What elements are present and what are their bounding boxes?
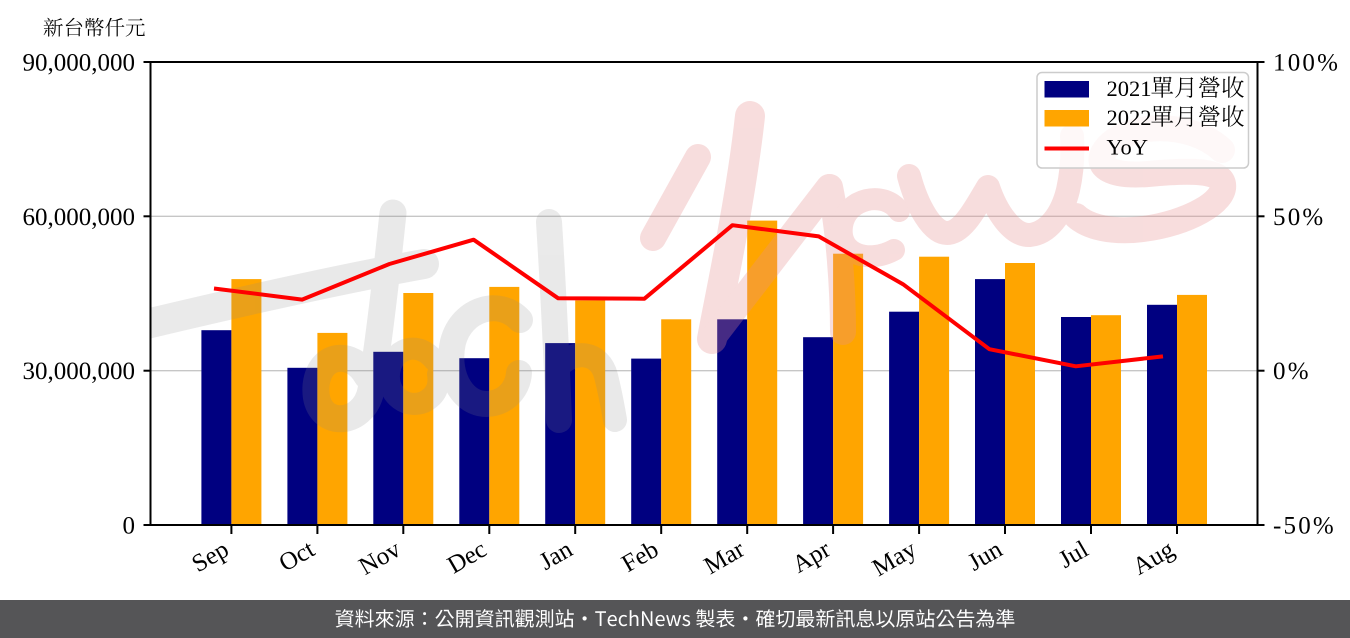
svg-text:-50%: -50% [1273,513,1336,540]
svg-text:90,000,000: 90,000,000 [23,50,136,77]
svg-text:30,000,000: 30,000,000 [23,358,136,385]
svg-text:2021: 2021 [1107,76,1152,101]
svg-text:Mar: Mar [700,535,750,580]
svg-text:Apr: Apr [788,535,836,578]
svg-text:100%: 100% [1273,50,1340,77]
svg-text:50%: 50% [1273,204,1325,231]
svg-text:60,000,000: 60,000,000 [23,204,136,231]
svg-text:Jan: Jan [535,536,578,576]
svg-text:Nov: Nov [355,536,406,581]
svg-text:Jun: Jun [963,536,1007,577]
svg-text:Oct: Oct [275,536,320,577]
svg-text:2022: 2022 [1107,105,1152,130]
svg-text:0: 0 [123,513,136,540]
svg-text:Sep: Sep [187,536,233,578]
svg-text:Dec: Dec [443,536,491,580]
svg-text:Aug: Aug [1128,536,1179,581]
svg-text:0%: 0% [1273,358,1311,385]
svg-text:Jul: Jul [1054,536,1093,574]
svg-text:Feb: Feb [617,536,663,578]
svg-text:May: May [868,536,922,583]
svg-text:YoY: YoY [1107,135,1149,160]
